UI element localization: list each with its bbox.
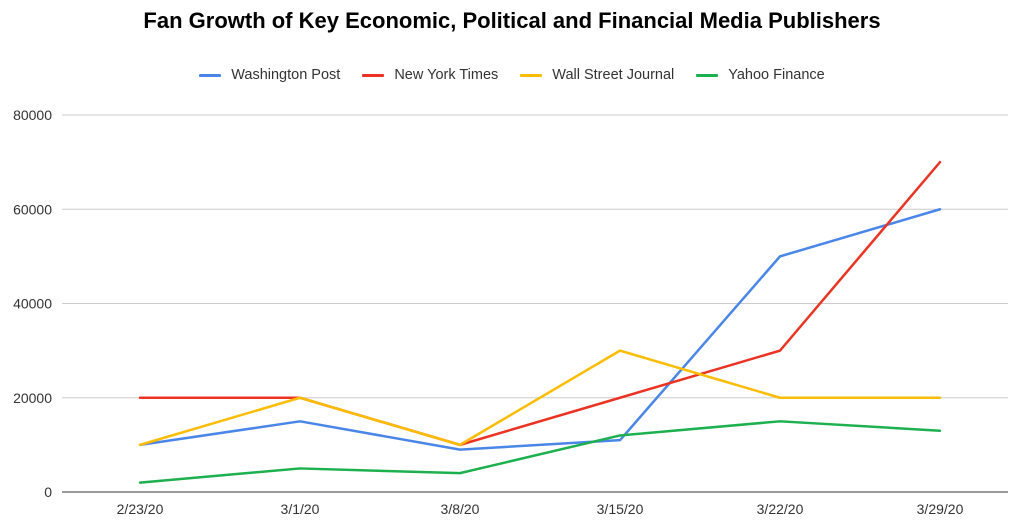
legend-item-wall-street-journal[interactable]: Wall Street Journal [520, 67, 674, 83]
legend-label: Washington Post [231, 67, 341, 83]
x-tick-label: 2/23/20 [117, 501, 164, 517]
x-tick-label: 3/22/20 [757, 501, 804, 517]
y-tick-label: 80000 [13, 107, 52, 123]
x-tick-label: 3/1/20 [281, 501, 320, 517]
legend-label: Yahoo Finance [728, 67, 825, 83]
chart-legend: Washington Post New York Times Wall Stre… [0, 67, 1024, 83]
y-tick-label: 0 [44, 484, 52, 500]
x-tick-label: 3/29/20 [917, 501, 964, 517]
legend-swatch [696, 73, 719, 77]
legend-item-washington-post[interactable]: Washington Post [199, 67, 340, 83]
x-tick-label: 3/8/20 [441, 501, 480, 517]
legend-swatch [362, 73, 385, 77]
series-line-new-york-times [138, 160, 942, 447]
series-line-wall-street-journal [138, 349, 942, 447]
y-tick-label: 60000 [13, 201, 52, 217]
y-tick-label: 20000 [13, 390, 52, 406]
legend-swatch [199, 73, 222, 77]
x-tick-label: 3/15/20 [597, 501, 644, 517]
chart-title: Fan Growth of Key Economic, Political an… [143, 8, 881, 33]
series-line-yahoo-finance [138, 420, 942, 484]
legend-swatch [520, 73, 543, 77]
legend-label: Wall Street Journal [552, 67, 675, 83]
legend-item-new-york-times[interactable]: New York Times [362, 67, 498, 83]
legend-label: New York Times [394, 67, 499, 83]
y-tick-label: 40000 [13, 296, 52, 312]
legend-item-yahoo-finance[interactable]: Yahoo Finance [696, 67, 825, 83]
series-line-washington-post [138, 208, 942, 451]
